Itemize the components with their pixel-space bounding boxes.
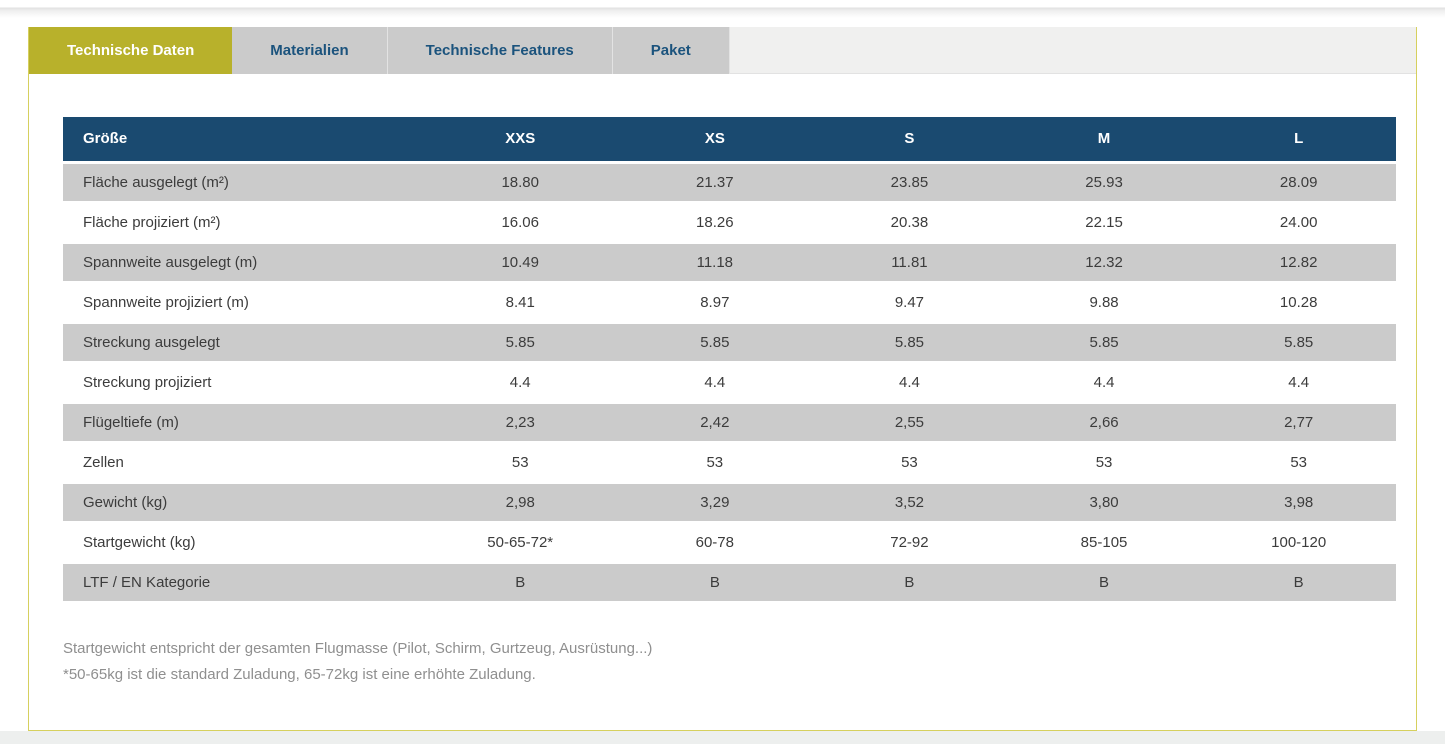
cell-value: 3,98 xyxy=(1201,482,1396,524)
page-bottom-strip xyxy=(0,731,1445,744)
cell-value: 53 xyxy=(812,442,1007,484)
cell-value: 53 xyxy=(617,442,813,484)
cell-value: B xyxy=(812,562,1007,604)
cell-value: 18.80 xyxy=(422,162,618,204)
row-label: Fläche projiziert (m²) xyxy=(63,202,423,244)
cell-value: 8.97 xyxy=(617,282,813,324)
cell-value: B xyxy=(1006,562,1202,604)
row-label: Spannweite ausgelegt (m) xyxy=(63,242,423,284)
cell-value: 53 xyxy=(1006,442,1202,484)
spec-table-head: Größe XXS XS S M L xyxy=(63,117,1396,164)
cell-value: 24.00 xyxy=(1201,202,1396,244)
cell-value: 85-105 xyxy=(1006,522,1202,564)
column-header: Größe xyxy=(63,117,423,164)
table-row: Flügeltiefe (m) 2,23 2,42 2,55 2,66 2,77 xyxy=(63,402,1396,444)
cell-value: 21.37 xyxy=(617,162,813,204)
footnote-zuladung: *50-65kg ist die standard Zuladung, 65-7… xyxy=(63,665,536,683)
tab-materialien[interactable]: Materialien xyxy=(232,27,388,74)
tab-technische-features[interactable]: Technische Features xyxy=(387,27,613,74)
cell-value: 5.85 xyxy=(617,322,813,364)
table-row: Fläche projiziert (m²) 16.06 18.26 20.38 22.… xyxy=(63,202,1396,244)
cell-value: 4.4 xyxy=(1201,362,1396,404)
cell-value: 2,66 xyxy=(1006,402,1202,444)
column-header: L xyxy=(1201,117,1396,164)
cell-value: 11.18 xyxy=(617,242,813,284)
cell-value: 50-65-72* xyxy=(422,522,618,564)
top-divider xyxy=(0,0,1445,19)
table-row: Spannweite projiziert (m) 8.41 8.97 9.47 9.8… xyxy=(63,282,1396,324)
row-label: Spannweite projiziert (m) xyxy=(63,282,423,324)
cell-value: 4.4 xyxy=(812,362,1007,404)
cell-value: 8.41 xyxy=(422,282,618,324)
cell-value: 25.93 xyxy=(1006,162,1202,204)
row-label: Streckung projiziert xyxy=(63,362,423,404)
cell-value: 2,77 xyxy=(1201,402,1396,444)
cell-value: 72-92 xyxy=(812,522,1007,564)
cell-value: B xyxy=(617,562,813,604)
cell-value: 5.85 xyxy=(422,322,618,364)
cell-value: 9.88 xyxy=(1006,282,1202,324)
cell-value: 11.81 xyxy=(812,242,1007,284)
cell-value: 53 xyxy=(422,442,618,484)
header-row: Größe XXS XS S M L xyxy=(63,117,1396,164)
footnote-startgewicht: Startgewicht entspricht der gesamten Flu… xyxy=(63,639,653,657)
row-label: Streckung ausgelegt xyxy=(63,322,423,364)
cell-value: 16.06 xyxy=(422,202,618,244)
cell-value: 2,42 xyxy=(617,402,813,444)
column-header: XS xyxy=(617,117,813,164)
cell-value: 60-78 xyxy=(617,522,813,564)
tab-paket[interactable]: Paket xyxy=(612,27,730,74)
cell-value: 4.4 xyxy=(1006,362,1202,404)
row-label: Gewicht (kg) xyxy=(63,482,423,524)
table-row: Spannweite ausgelegt (m) 10.49 11.18 11.81 1… xyxy=(63,242,1396,284)
cell-value: 100-120 xyxy=(1201,522,1396,564)
footnotes: Startgewicht entspricht der gesamten Flu… xyxy=(63,636,1396,688)
cell-value: B xyxy=(1201,562,1396,604)
table-row: Streckung ausgelegt 5.85 5.85 5.85 5.85 5.85 xyxy=(63,322,1396,364)
table-row: Startgewicht (kg) 50-65-72* 60-78 72-92 85-1… xyxy=(63,522,1396,564)
cell-value: 5.85 xyxy=(812,322,1007,364)
cell-value: 12.32 xyxy=(1006,242,1202,284)
tab-technische-daten[interactable]: Technische Daten xyxy=(29,27,233,74)
content-panel: Technische Daten Materialien Technische Fe… xyxy=(28,27,1417,731)
cell-value: 22.15 xyxy=(1006,202,1202,244)
column-header: M xyxy=(1006,117,1202,164)
spec-table: Größe XXS XS S M L Fläche ausgelegt (m²) 18.80… xyxy=(63,117,1396,604)
cell-value: 20.38 xyxy=(812,202,1007,244)
row-label: Fläche ausgelegt (m²) xyxy=(63,162,423,204)
table-row: Streckung projiziert 4.4 4.4 4.4 4.4 4.4 xyxy=(63,362,1396,404)
cell-value: 2,55 xyxy=(812,402,1007,444)
row-label: Flügeltiefe (m) xyxy=(63,402,423,444)
row-label: Zellen xyxy=(63,442,423,484)
cell-value: 23.85 xyxy=(812,162,1007,204)
table-row: Zellen 53 53 53 53 53 xyxy=(63,442,1396,484)
table-row: LTF / EN Kategorie B B B B B xyxy=(63,562,1396,604)
cell-value: 2,98 xyxy=(422,482,618,524)
table-row: Gewicht (kg) 2,98 3,29 3,52 3,80 3,98 xyxy=(63,482,1396,524)
cell-value: 10.49 xyxy=(422,242,618,284)
cell-value: 5.85 xyxy=(1006,322,1202,364)
cell-value: 5.85 xyxy=(1201,322,1396,364)
cell-value: 2,23 xyxy=(422,402,618,444)
cell-value: 10.28 xyxy=(1201,282,1396,324)
row-label: LTF / EN Kategorie xyxy=(63,562,423,604)
cell-value: 12.82 xyxy=(1201,242,1396,284)
spec-table-body: Fläche ausgelegt (m²) 18.80 21.37 23.85 25.9… xyxy=(63,162,1396,604)
cell-value: 3,52 xyxy=(812,482,1007,524)
row-label: Startgewicht (kg) xyxy=(63,522,423,564)
cell-value: 53 xyxy=(1201,442,1396,484)
table-row: Fläche ausgelegt (m²) 18.80 21.37 23.85 25.9… xyxy=(63,162,1396,204)
cell-value: 18.26 xyxy=(617,202,813,244)
column-header: XXS xyxy=(422,117,618,164)
cell-value: 3,80 xyxy=(1006,482,1202,524)
cell-value: B xyxy=(422,562,618,604)
tab-bar: Technische Daten Materialien Technische Fe… xyxy=(29,27,1416,74)
cell-value: 28.09 xyxy=(1201,162,1396,204)
tab-content: Größe XXS XS S M L Fläche ausgelegt (m²) 18.80… xyxy=(29,74,1416,688)
cell-value: 9.47 xyxy=(812,282,1007,324)
cell-value: 3,29 xyxy=(617,482,813,524)
cell-value: 4.4 xyxy=(617,362,813,404)
column-header: S xyxy=(812,117,1007,164)
cell-value: 4.4 xyxy=(422,362,618,404)
